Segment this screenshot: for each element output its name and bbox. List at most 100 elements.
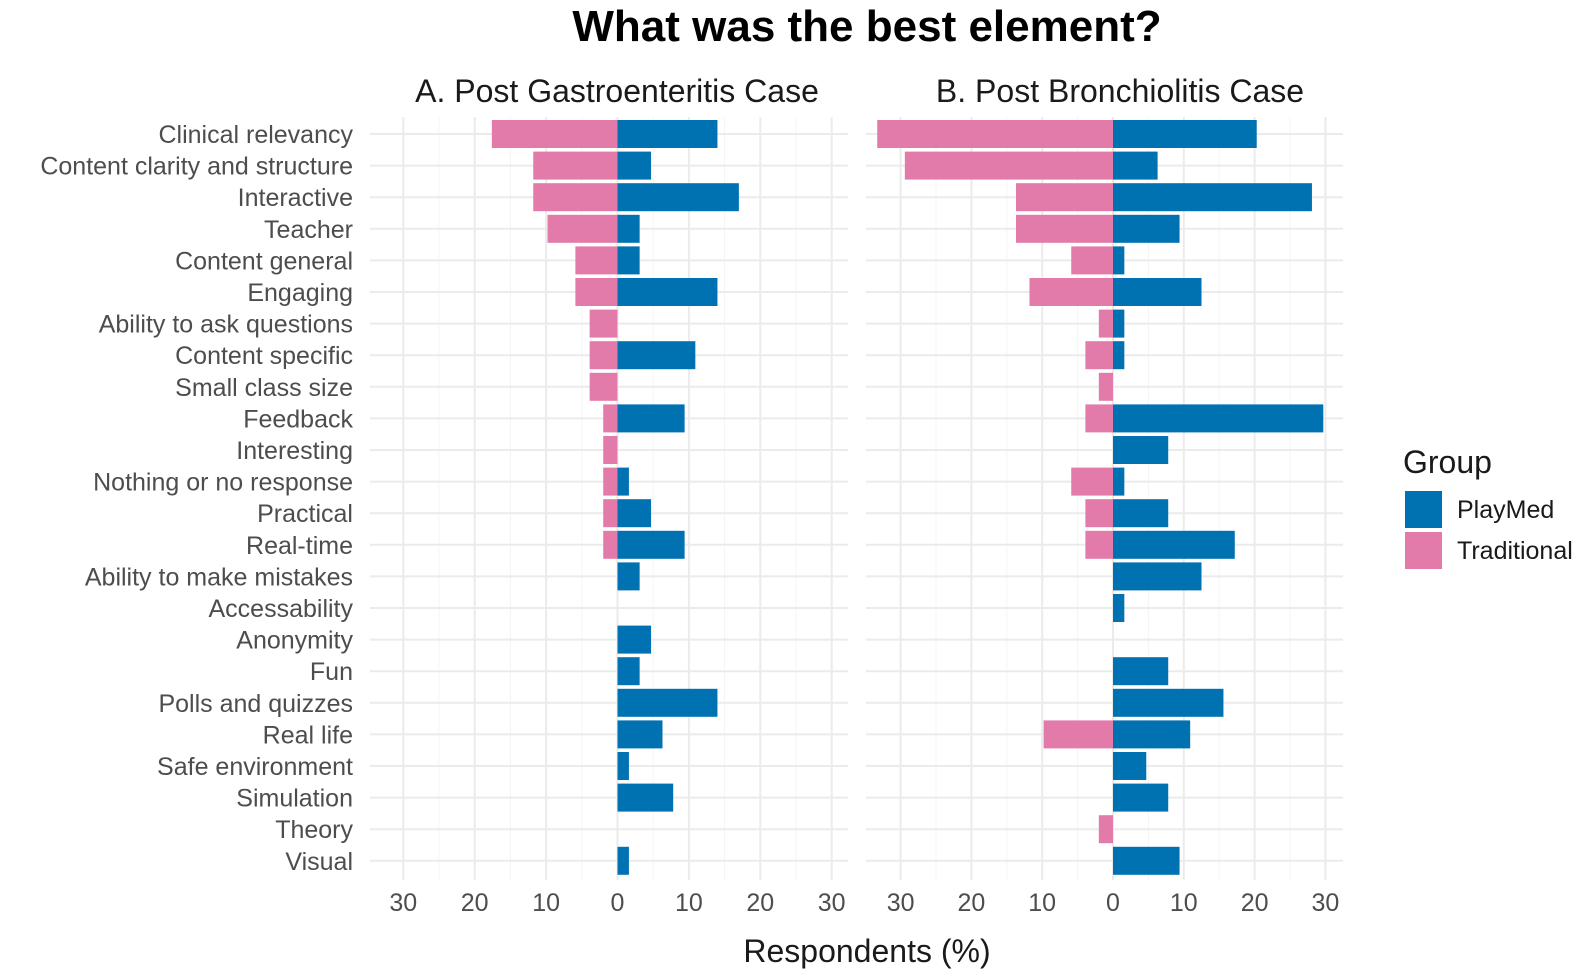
bar-playmed: [1113, 341, 1125, 370]
x-tick-label: 0: [611, 889, 625, 917]
panel-b: 30 20 10 0 10 20 30: [866, 117, 1343, 917]
bar-traditional: [1098, 815, 1113, 844]
bar-playmed: [1113, 530, 1235, 559]
category-label: Nothing or no response: [93, 469, 353, 497]
category-label: Content general: [175, 247, 353, 275]
bar-playmed: [617, 657, 640, 686]
bar-playmed: [617, 752, 629, 780]
x-tick-label: 10: [1028, 889, 1056, 917]
bar-traditional: [533, 183, 618, 212]
bar-traditional: [1098, 372, 1113, 401]
bar-traditional: [1071, 246, 1113, 275]
bar-playmed: [617, 214, 640, 243]
bar-playmed: [1113, 183, 1312, 212]
bar-traditional: [533, 151, 618, 180]
x-tick-label: 10: [532, 889, 560, 917]
bar-traditional: [1016, 183, 1113, 212]
category-label: Polls and quizzes: [158, 690, 353, 718]
bar-playmed: [1113, 657, 1169, 686]
x-tick-label: 30: [818, 889, 846, 917]
bar-traditional: [904, 151, 1113, 180]
bar-playmed: [617, 278, 718, 306]
bar-playmed: [1113, 467, 1125, 496]
category-label: Interesting: [236, 437, 353, 465]
bar-playmed: [617, 151, 652, 180]
bar-traditional: [1029, 278, 1113, 306]
category-label: Feedback: [243, 405, 353, 433]
legend-swatch-playmed: [1405, 491, 1442, 528]
category-label: Practical: [257, 500, 353, 528]
bar-traditional: [547, 214, 618, 243]
bar-playmed: [617, 846, 629, 875]
bar-playmed: [1113, 120, 1257, 148]
bar-traditional: [1085, 341, 1113, 370]
x-tick-label: 10: [1170, 889, 1198, 917]
category-label: Interactive: [238, 184, 353, 212]
bar-traditional: [491, 120, 618, 148]
category-label: Theory: [275, 816, 353, 844]
bar-traditional: [1085, 530, 1113, 559]
bar-traditional: [1071, 467, 1113, 496]
bar-traditional: [589, 372, 618, 401]
x-tick-label: 30: [1311, 889, 1339, 917]
bar-playmed: [617, 562, 640, 591]
bar-traditional: [1016, 214, 1113, 243]
category-label: Clinical relevancy: [158, 121, 353, 149]
bar-playmed: [617, 783, 674, 812]
category-label: Teacher: [264, 216, 353, 244]
chart-title: What was the best element?: [572, 2, 1161, 51]
bar-playmed: [617, 688, 718, 717]
x-tick-label: 20: [957, 889, 985, 917]
bar-traditional: [877, 120, 1113, 148]
bar-playmed: [617, 404, 685, 433]
bar-playmed: [617, 499, 652, 528]
legend-label-traditional: Traditional: [1457, 537, 1573, 565]
bar-playmed: [617, 467, 629, 496]
bar-traditional: [603, 404, 618, 433]
category-label: Anonymity: [236, 627, 353, 655]
bar-playmed: [1113, 688, 1224, 717]
category-label: Small class size: [175, 374, 353, 402]
bar-traditional: [603, 436, 618, 464]
bar-playmed: [1113, 436, 1169, 464]
category-label: Accessability: [209, 595, 354, 623]
category-label: Ability to ask questions: [99, 311, 353, 339]
legend-title: Group: [1403, 444, 1492, 480]
bar-playmed: [617, 625, 652, 654]
bar-playmed: [1113, 594, 1125, 622]
bar-traditional: [603, 530, 618, 559]
bar-playmed: [617, 120, 718, 148]
bar-traditional: [1043, 720, 1113, 749]
x-tick-label: 20: [461, 889, 489, 917]
panel-a: 30 20 10 0 10 20 30: [370, 117, 848, 917]
bar-traditional: [1085, 404, 1113, 433]
panel-b-title: B. Post Bronchiolitis Case: [936, 73, 1304, 109]
panel-a-title: A. Post Gastroenteritis Case: [415, 73, 819, 109]
bar-playmed: [617, 246, 640, 275]
category-label: Simulation: [236, 785, 353, 813]
bar-playmed: [1113, 499, 1169, 528]
bar-playmed: [1113, 720, 1191, 749]
bar-playmed: [1113, 846, 1180, 875]
legend-swatch-traditional: [1405, 532, 1442, 569]
x-tick-label: 30: [389, 889, 417, 917]
bar-traditional: [589, 309, 618, 338]
bar-playmed: [1113, 151, 1158, 180]
legend-label-playmed: PlayMed: [1457, 496, 1554, 524]
bar-playmed: [1113, 246, 1125, 275]
category-label: Content specific: [175, 342, 353, 370]
category-label: Visual: [285, 848, 353, 876]
bar-playmed: [1113, 404, 1324, 433]
bar-traditional: [603, 467, 618, 496]
bar-traditional: [1085, 499, 1113, 528]
bar-traditional: [1098, 309, 1113, 338]
bar-playmed: [617, 530, 685, 559]
bar-traditional: [589, 341, 618, 370]
bar-playmed: [1113, 214, 1180, 243]
category-label: Fun: [310, 658, 353, 686]
bar-playmed: [1113, 752, 1147, 780]
x-axis-title: Respondents (%): [743, 933, 990, 969]
bar-traditional: [603, 499, 618, 528]
legend: Group PlayMed Traditional: [1403, 444, 1573, 569]
